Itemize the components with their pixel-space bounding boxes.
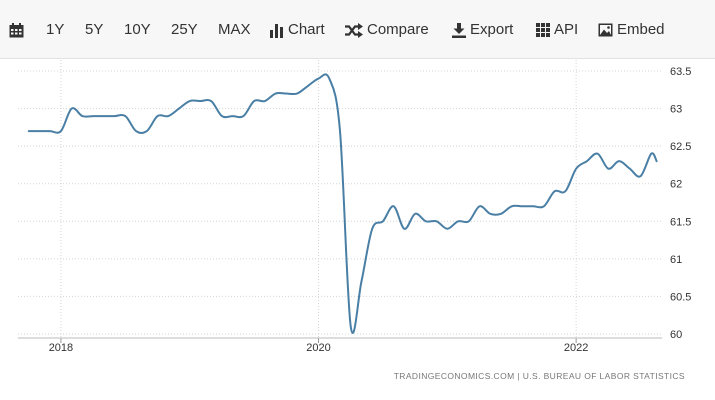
range-1y-button[interactable]: 1Y [46,19,64,41]
y-tick-label: 61 [670,254,682,266]
range-10y-label: 10Y [124,21,151,39]
y-tick-label: 62 [670,179,682,191]
range-5y-button[interactable]: 5Y [85,19,103,41]
chart-type-label: Chart [288,21,325,39]
export-button[interactable]: Export [452,19,513,41]
y-tick-label: 60 [670,329,682,341]
range-max-button[interactable]: MAX [218,19,251,41]
range-10y-button[interactable]: 10Y [124,19,151,41]
range-1y-label: 1Y [46,21,65,39]
bar-chart-icon [270,23,283,38]
image-icon [598,23,613,37]
embed-label: Embed [617,21,665,39]
range-25y-button[interactable]: 25Y [171,19,198,41]
y-tick-label: 61.5 [670,216,691,228]
x-tick-label: 2022 [564,342,588,354]
date-range-button[interactable] [9,19,28,41]
x-tick-label: 2020 [306,342,330,354]
range-5y-label: 5Y [85,21,104,39]
y-axis: 60 60.5 61 61.5 62 62.5 63 63.5 [670,66,691,341]
source-credit: TRADINGECONOMICS.COM | U.S. BUREAU OF LA… [393,371,685,381]
y-tick-label: 63 [670,104,682,116]
compare-label: Compare [367,21,429,39]
embed-button[interactable]: Embed [598,19,665,41]
calendar-icon [9,22,24,38]
export-label: Export [470,21,514,39]
x-tick-label: 2018 [49,342,73,354]
compare-button[interactable]: Compare [345,19,429,41]
y-tick-label: 62.5 [670,141,691,153]
y-tick-label: 60.5 [670,291,691,303]
y-tick-label: 63.5 [670,66,691,78]
chart-type-button[interactable]: Chart [270,19,325,41]
api-button[interactable]: API [536,19,578,41]
series-line [27,73,658,334]
x-axis: 2018 2020 2022 [18,337,662,354]
download-icon [452,22,466,38]
range-max-label: MAX [218,21,251,39]
grid-lines [18,60,662,338]
chart-toolbar: 1Y 5Y 10Y 25Y MAX Chart Compare Export [0,0,715,59]
shuffle-icon [345,22,363,38]
grid-icon [536,23,550,38]
range-25y-label: 25Y [171,21,198,39]
api-label: API [554,21,579,39]
